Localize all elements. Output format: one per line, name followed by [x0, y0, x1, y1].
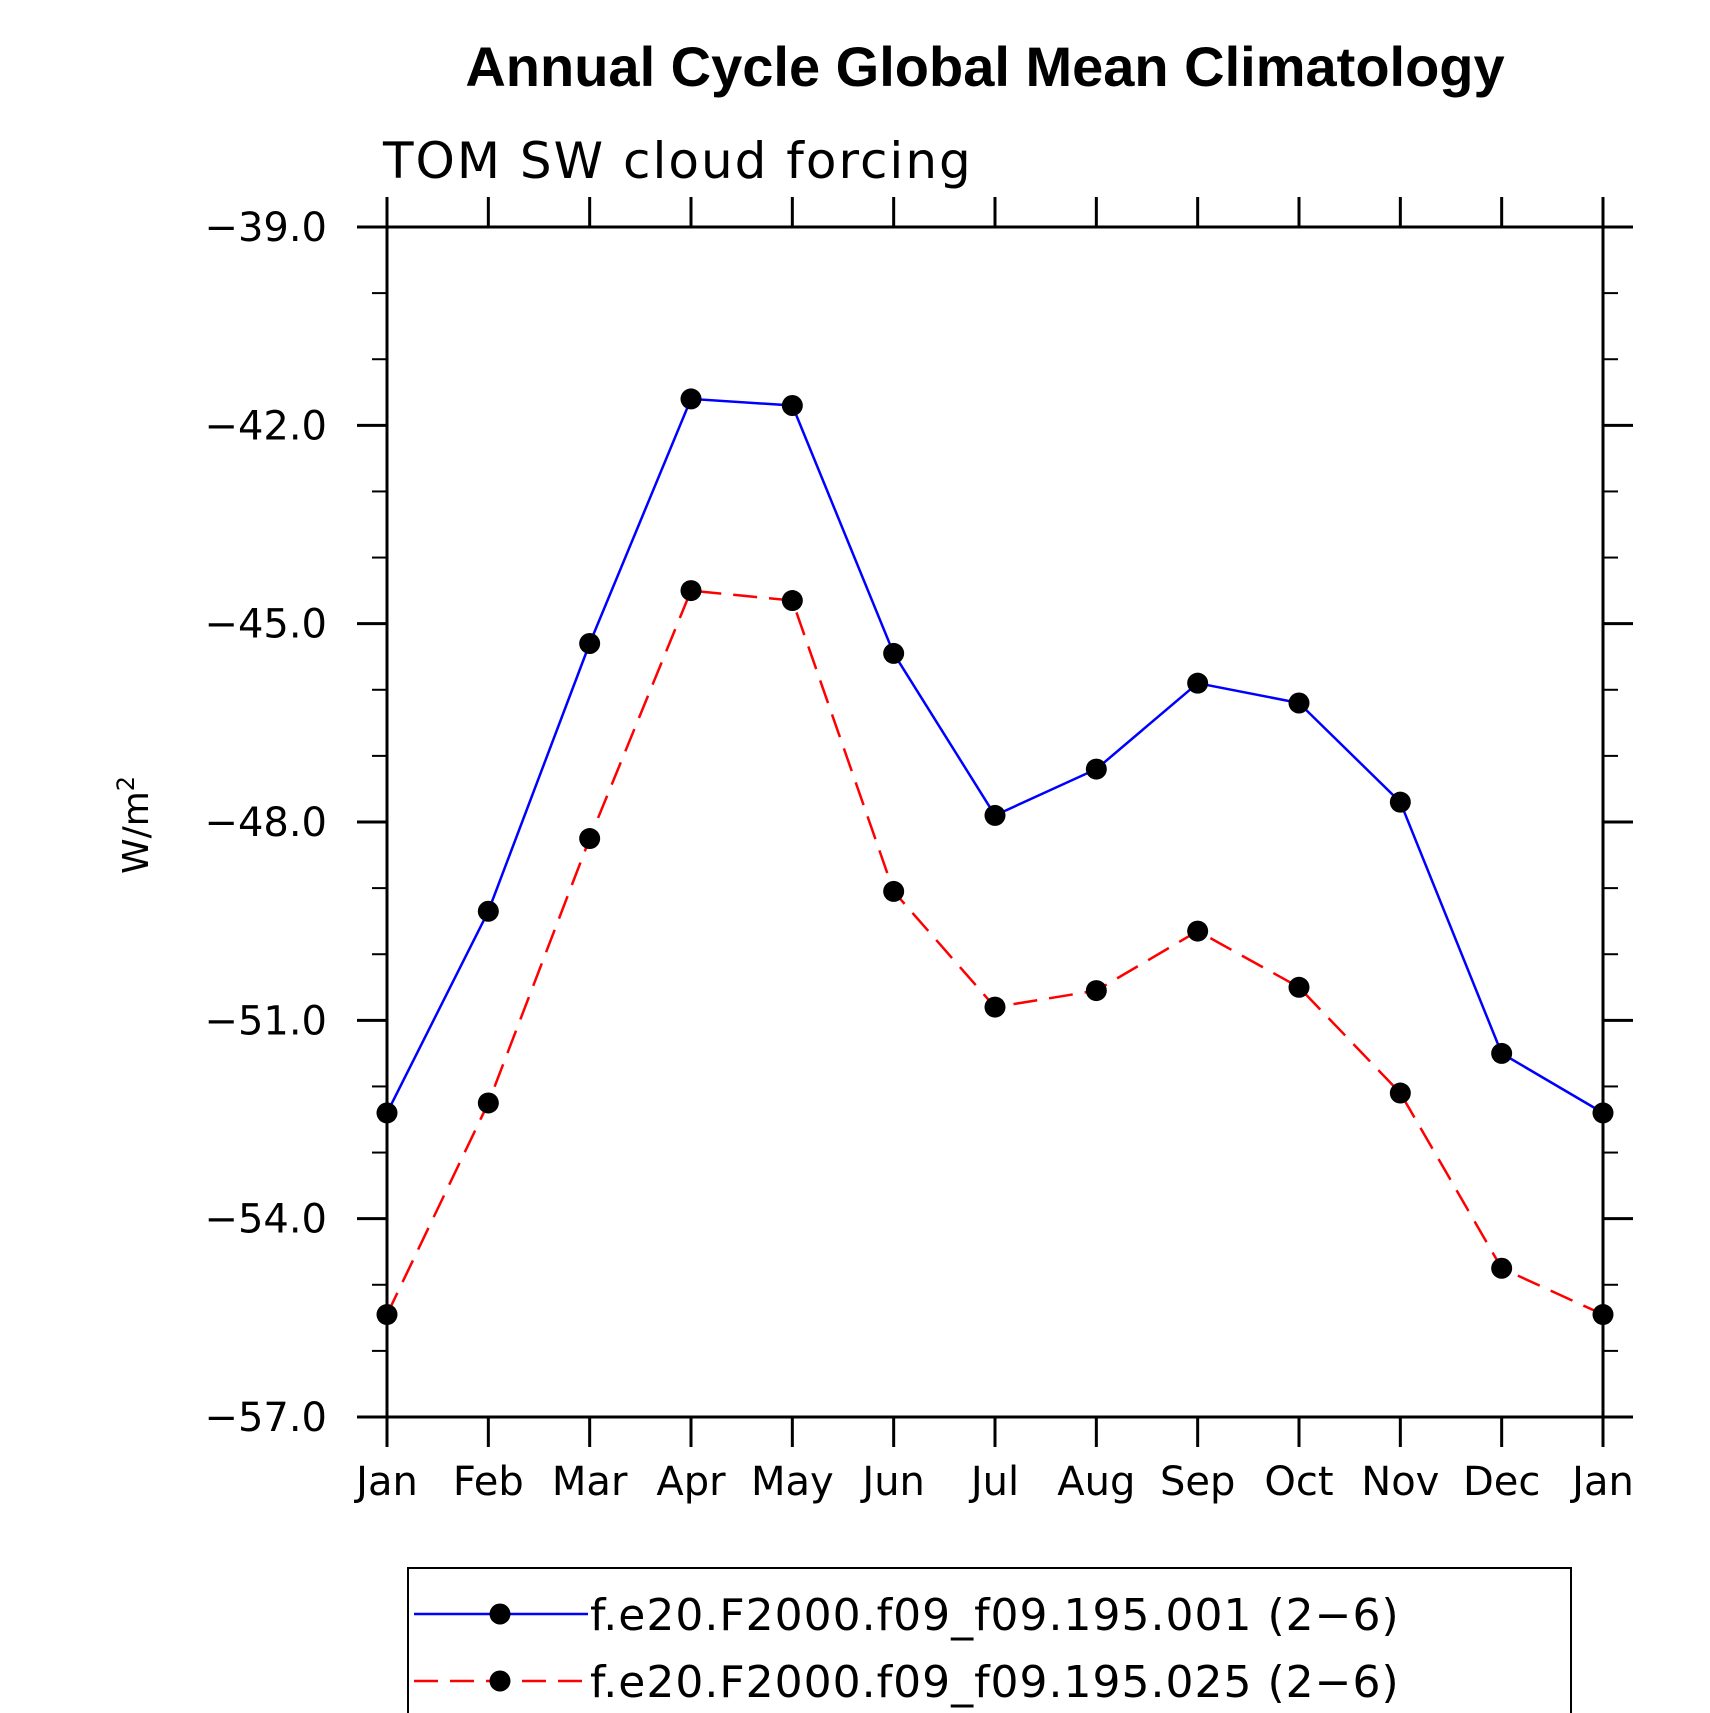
y-axis-label-text: W/m [116, 791, 157, 874]
x-tick-label: Jan [1569, 1459, 1634, 1505]
y-tick-label: −42.0 [204, 403, 327, 449]
series-2-point [477, 1092, 499, 1114]
x-tick-label: Jul [968, 1459, 1019, 1505]
series-2-point [1491, 1257, 1513, 1279]
x-tick-label: Nov [1361, 1459, 1439, 1505]
x-tick-label: Mar [552, 1459, 628, 1505]
series-2-point [1389, 1082, 1411, 1104]
series-1-point [680, 388, 702, 410]
series-1-point [376, 1102, 398, 1124]
x-tick-label: Dec [1463, 1459, 1540, 1505]
y-axis-label-superscript: 2 [112, 776, 140, 791]
series-1-point [1389, 791, 1411, 813]
svg-text:W/m2: W/m2 [112, 776, 157, 874]
x-tick-label: Sep [1160, 1459, 1235, 1505]
series-1-point [477, 900, 499, 922]
series-1-point [781, 395, 803, 416]
x-tick-label: Jan [353, 1459, 418, 1505]
series-2-point [376, 1304, 398, 1326]
series-1-point [984, 804, 1006, 826]
series-1-point [1085, 758, 1107, 780]
series-1-point [1288, 692, 1310, 714]
y-tick-label: −48.0 [204, 800, 327, 846]
x-tick-label: Feb [453, 1459, 524, 1505]
legend-box [407, 1567, 1572, 1713]
series-2-point [680, 580, 702, 602]
legend-marker-2 [489, 1670, 511, 1692]
series-2-point [1592, 1304, 1614, 1326]
series-2-point [984, 996, 1006, 1018]
chart-title: Annual Cycle Global Mean Climatology [465, 35, 1504, 98]
y-tick-label: −39.0 [204, 205, 327, 251]
series-2-point [1187, 920, 1209, 942]
y-tick-label: −57.0 [204, 1395, 327, 1441]
series-1-point [1592, 1102, 1614, 1124]
x-tick-label: Apr [656, 1459, 726, 1505]
series-1-point [1491, 1042, 1513, 1064]
series-2-point [781, 590, 803, 612]
y-axis-label: W/m2 [112, 776, 157, 874]
series-2-point [579, 828, 601, 850]
series-1-point [579, 633, 601, 654]
series-2-point [1288, 976, 1310, 998]
chart-subtitle: TOM SW cloud forcing [382, 132, 973, 190]
series-1-point [883, 642, 905, 664]
y-tick-label: −51.0 [204, 998, 327, 1044]
legend-label-1: f.e20.F2000.f09_f09.195.001 (2−6) [590, 1590, 1400, 1641]
x-tick-label: Oct [1264, 1459, 1333, 1505]
y-tick-label: −45.0 [204, 602, 327, 648]
legend-marker-1 [489, 1603, 511, 1625]
series-1-point [1187, 672, 1209, 694]
x-tick-label: Jun [859, 1459, 925, 1505]
x-tick-label: May [751, 1459, 834, 1505]
y-tick-label: −54.0 [204, 1197, 327, 1243]
x-tick-label: Aug [1057, 1459, 1135, 1505]
series-2-point [1085, 980, 1107, 1002]
series-2-point [883, 880, 905, 902]
legend-label-2: f.e20.F2000.f09_f09.195.025 (2−6) [590, 1657, 1400, 1708]
